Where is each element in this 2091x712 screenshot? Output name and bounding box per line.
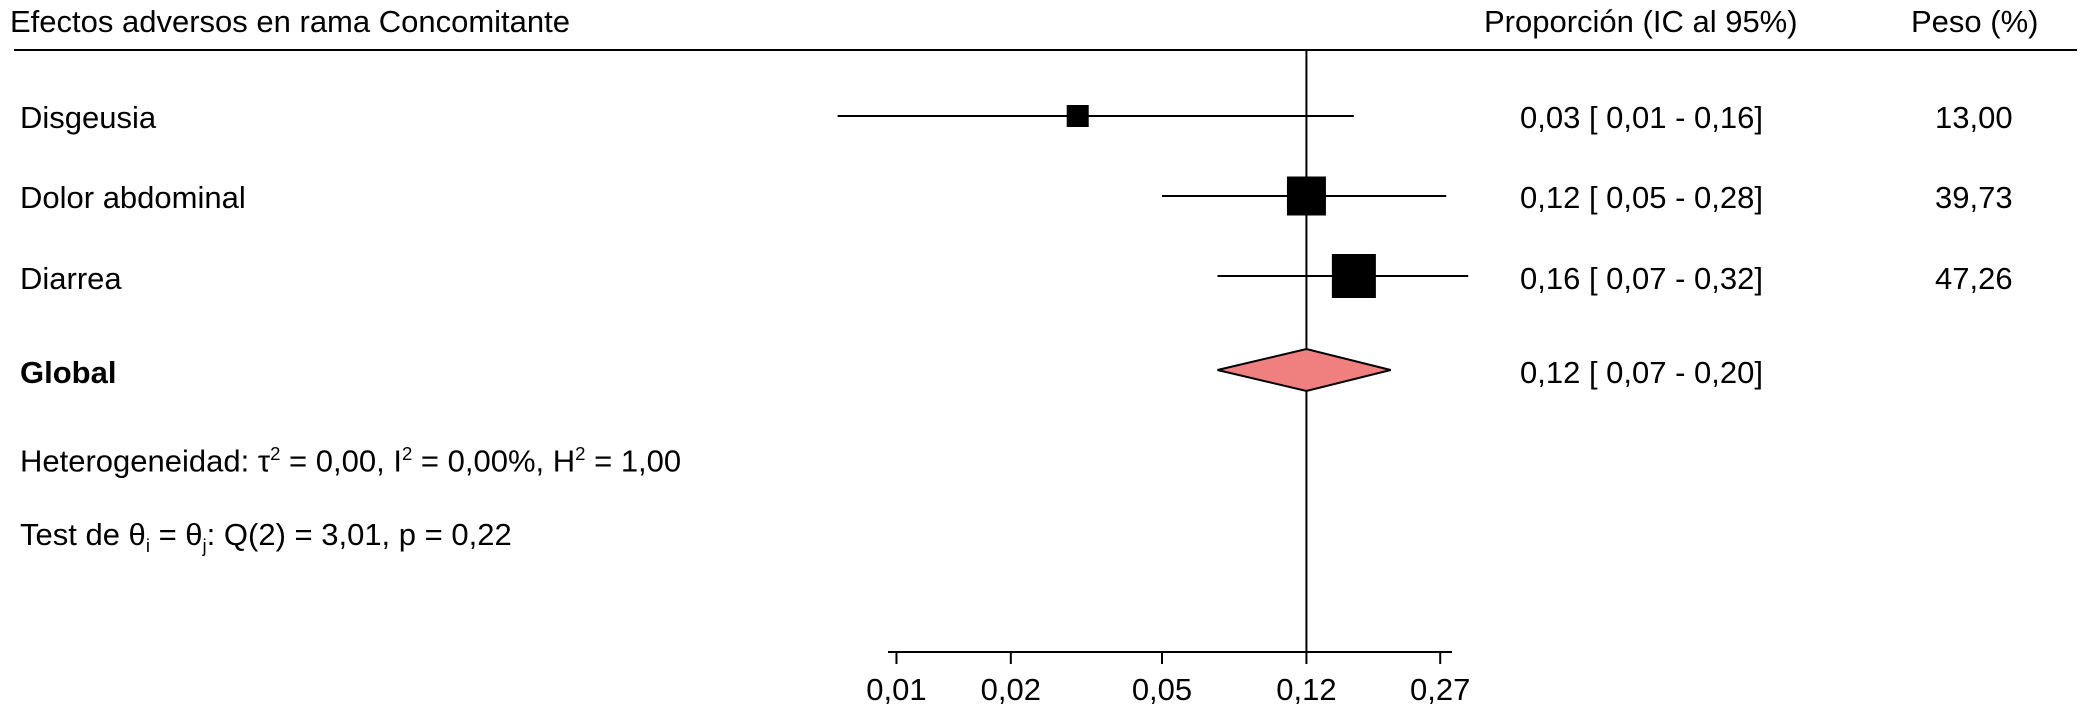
study-weight: 13,00 <box>1935 100 2013 135</box>
x-tick-label: 0,27 <box>1410 672 1470 707</box>
ci-column-header: Proporción (IC al 95%) <box>1484 4 1798 39</box>
overall-ci-text: 0,12 [ 0,07 - 0,20] <box>1520 355 1764 390</box>
overall-label: Global <box>20 355 117 390</box>
heterogeneity-stats: Heterogeneidad: τ2 = 0,00, I2 = 0,00%, H… <box>20 443 682 479</box>
x-tick-label: 0,05 <box>1132 672 1192 707</box>
study-weight: 39,73 <box>1935 180 2013 215</box>
study-marker <box>1286 176 1326 216</box>
overall-diamond <box>1217 347 1391 393</box>
plot-marks: 0,01 0,02 0,05 0,12 0,27 <box>837 50 1470 707</box>
study-ci-text: 0,03 [ 0,01 - 0,16] <box>1520 100 1764 135</box>
weight-column-header: Peso (%) <box>1911 4 2039 39</box>
x-tick-label: 0,12 <box>1276 672 1336 707</box>
study-label: Dolor abdominal <box>20 180 246 215</box>
study-label: Diarrea <box>20 261 122 296</box>
study-marker <box>1331 254 1376 298</box>
x-tick-label: 0,01 <box>866 672 926 707</box>
study-label: Disgeusia <box>20 100 157 135</box>
chart-title: Efectos adversos en rama Concomitante <box>10 4 570 39</box>
x-tick-label: 0,02 <box>981 672 1041 707</box>
study-marker <box>1066 105 1089 127</box>
study-weight: 47,26 <box>1935 261 2013 296</box>
homogeneity-test: Test de θi = θj: Q(2) = 3,01, p = 0,22 <box>20 517 512 557</box>
study-ci-text: 0,16 [ 0,07 - 0,32] <box>1520 261 1764 296</box>
study-ci-text: 0,12 [ 0,05 - 0,28] <box>1520 180 1764 215</box>
